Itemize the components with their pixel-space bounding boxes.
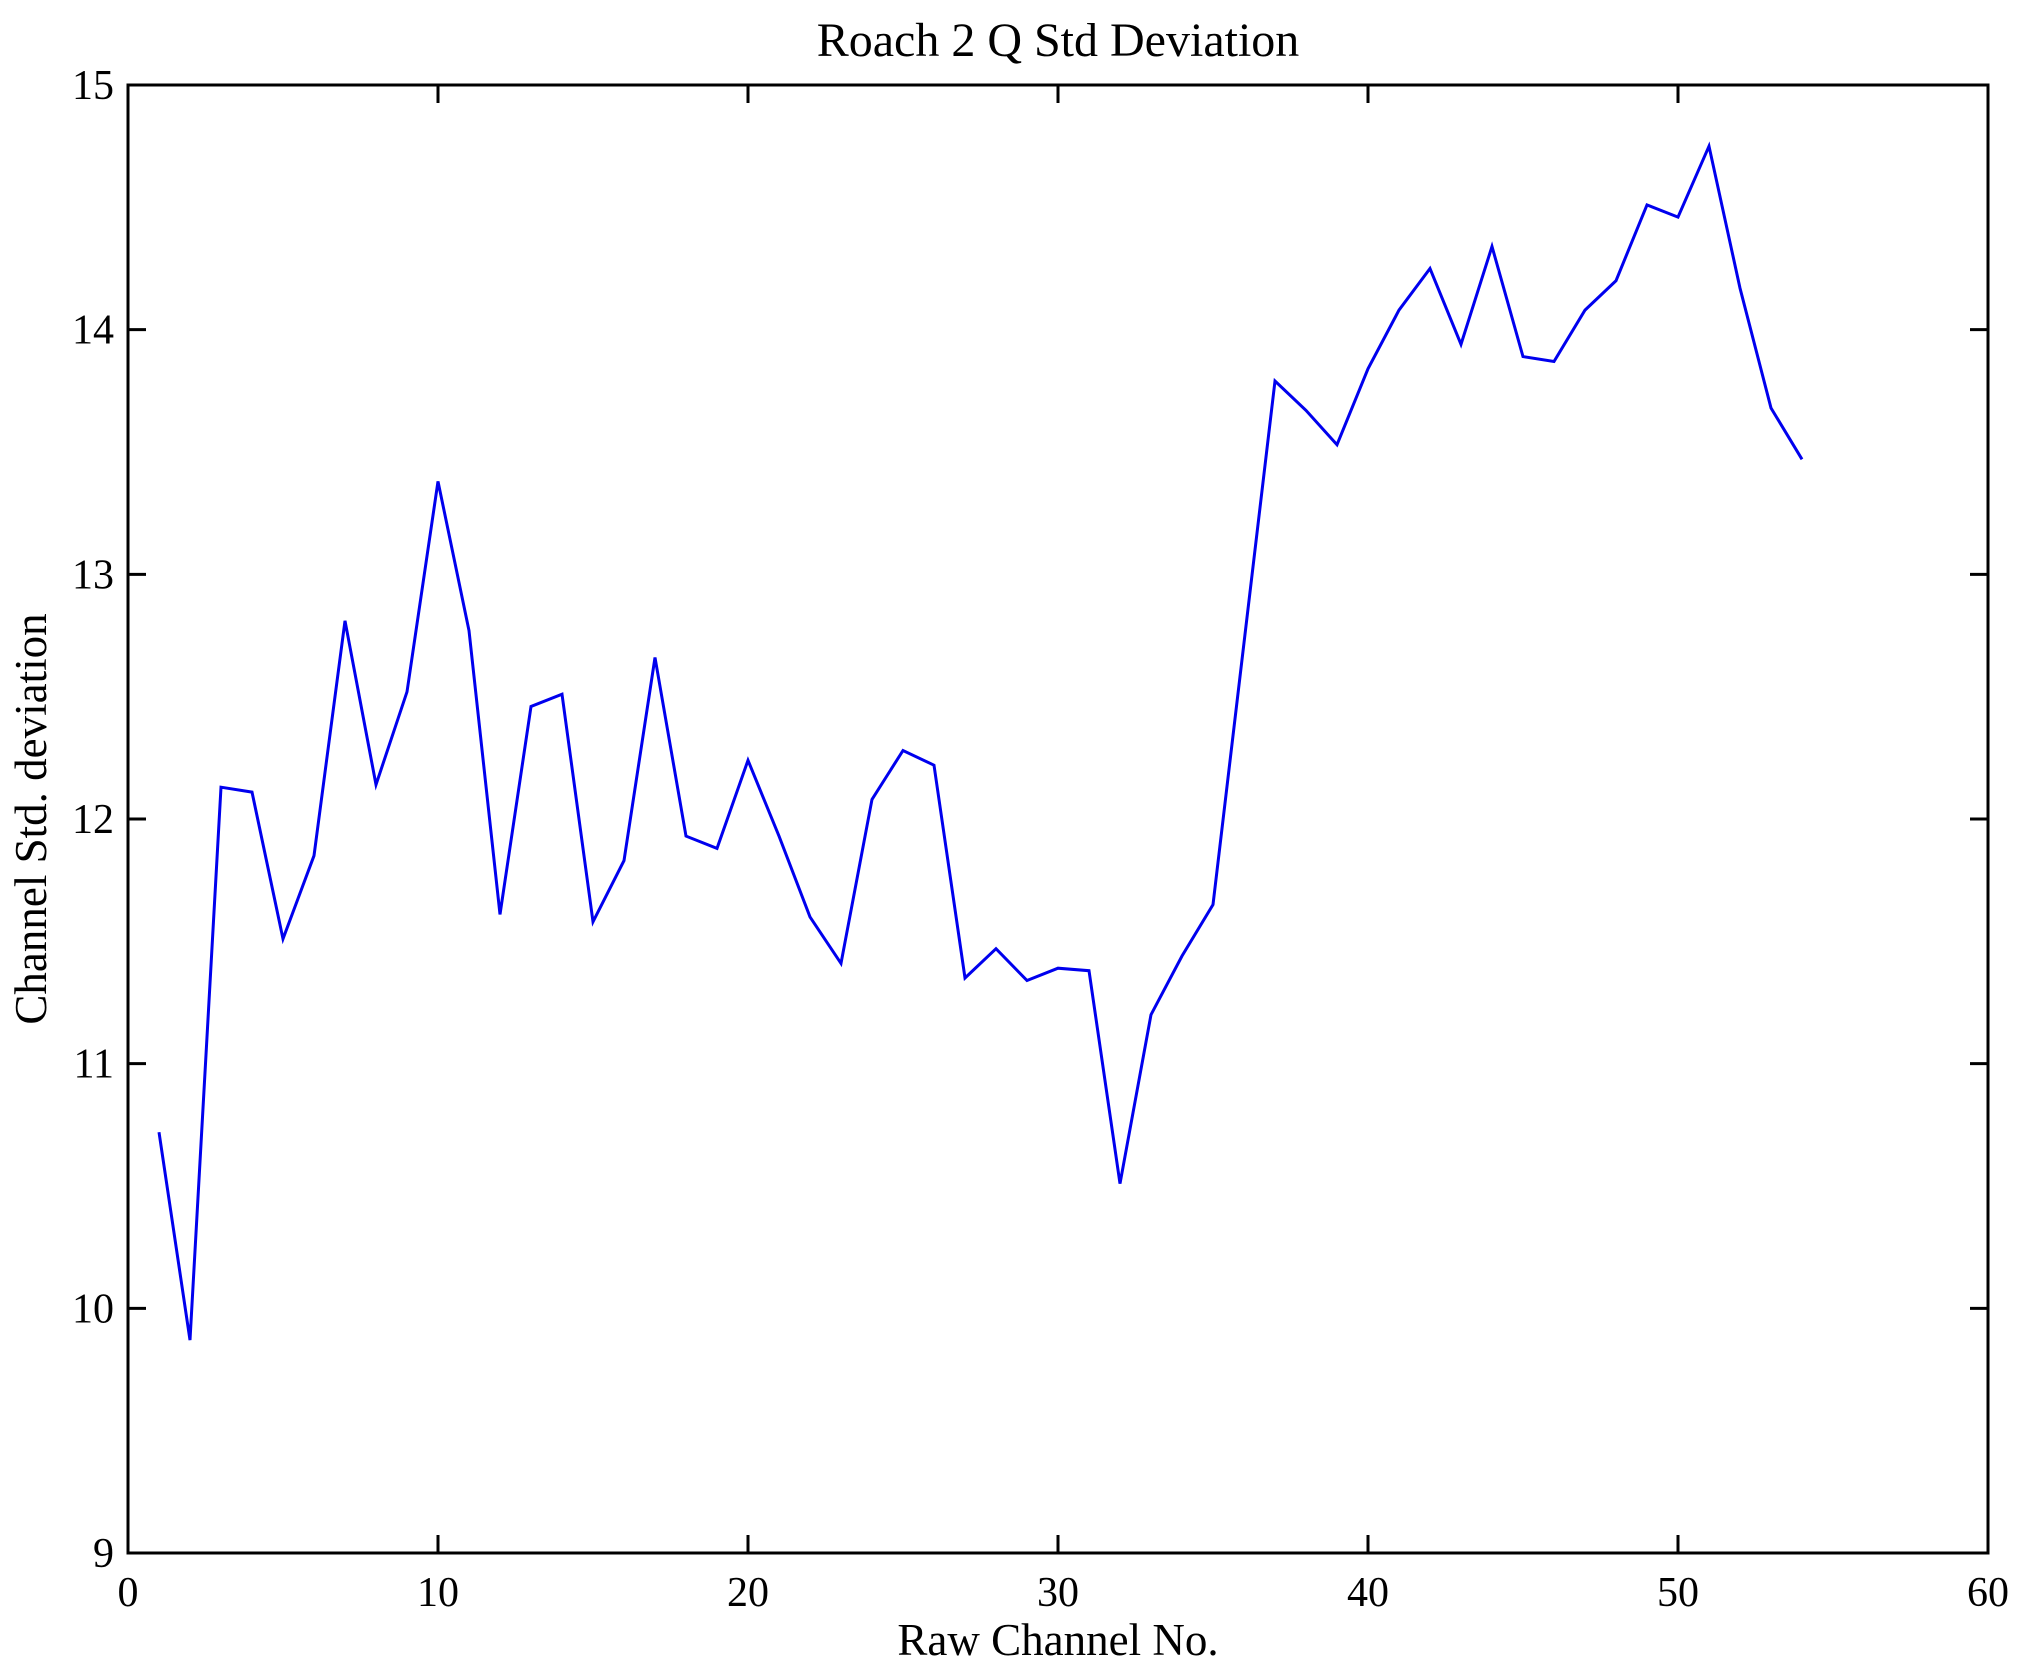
x-tick-label: 30 (1037, 1570, 1079, 1616)
y-tick-label: 11 (74, 1042, 114, 1088)
y-tick-label: 15 (72, 63, 114, 109)
x-tick-label: 40 (1347, 1570, 1389, 1616)
y-tick-label: 13 (72, 552, 114, 598)
y-tick-label: 10 (72, 1286, 114, 1332)
y-tick-label: 14 (72, 308, 114, 354)
chart-title: Roach 2 Q Std Deviation (817, 14, 1300, 67)
plot-box (126, 83, 1990, 1555)
x-axis-label: Raw Channel No. (897, 1615, 1218, 1665)
x-tick-label: 60 (1967, 1570, 2009, 1616)
y-axis-label: Channel Std. deviation (6, 613, 56, 1024)
x-tick-label: 0 (118, 1570, 139, 1616)
plot-line (157, 141, 1804, 1341)
y-tick-label: 9 (93, 1531, 114, 1577)
y-tick-label: 12 (72, 797, 114, 843)
x-tick-label: 10 (417, 1570, 459, 1616)
x-tick-label: 50 (1657, 1570, 1699, 1616)
x-tick-label: 20 (727, 1570, 769, 1616)
